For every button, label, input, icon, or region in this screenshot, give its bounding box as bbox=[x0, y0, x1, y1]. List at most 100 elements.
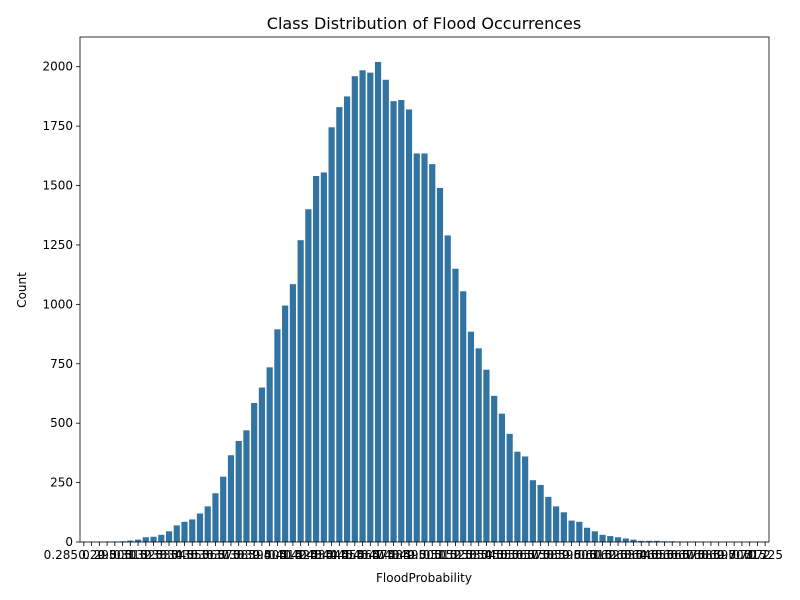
bars-group bbox=[80, 61, 769, 543]
x-tick-label: 0.495 bbox=[392, 548, 426, 562]
x-tick-label: 0.41 bbox=[264, 548, 291, 562]
x-tick-label: 0.445 bbox=[314, 548, 348, 562]
bar-0.57 bbox=[522, 456, 529, 542]
bar-0.315 bbox=[127, 540, 134, 542]
bar-0.455 bbox=[343, 96, 351, 542]
x-axis-label: FloodProbability bbox=[376, 571, 472, 585]
bar-0.555 bbox=[498, 413, 506, 542]
x-tick-label: 0.545 bbox=[469, 548, 503, 562]
x-tick-label: 0.53 bbox=[450, 548, 477, 562]
x-tick-label: 0.435 bbox=[299, 548, 333, 562]
bar-0.38 bbox=[227, 455, 235, 542]
bar-0.385 bbox=[235, 441, 242, 542]
x-tick-label: 0.365 bbox=[191, 548, 225, 562]
x-tick-label: 0.425 bbox=[283, 548, 317, 562]
x-tick-label: 0.485 bbox=[376, 548, 410, 562]
bar-0.61 bbox=[583, 527, 591, 542]
bar-0.65 bbox=[645, 540, 653, 542]
x-tick-label: 0.49 bbox=[388, 548, 415, 562]
y-tick-label: 1000 bbox=[42, 297, 73, 311]
x-tick-label: 0.625 bbox=[593, 548, 627, 562]
bar-0.465 bbox=[359, 70, 366, 543]
bar-0.4 bbox=[258, 387, 266, 542]
bar-0.585 bbox=[545, 496, 552, 542]
x-tick-label: 0.65 bbox=[636, 548, 663, 562]
x-tick-label: 0.6 bbox=[562, 548, 581, 562]
x-tick-label: 0.345 bbox=[160, 548, 194, 562]
x-tick-label: 0.57 bbox=[512, 548, 539, 562]
y-tick-label: 1500 bbox=[42, 179, 73, 193]
x-tick-label: 0.46 bbox=[341, 548, 368, 562]
bar-0.53 bbox=[460, 291, 467, 542]
x-tick-label: 0.59 bbox=[543, 548, 570, 562]
x-tick-label: 0.375 bbox=[206, 548, 240, 562]
x-tick-label: 0.645 bbox=[624, 548, 658, 562]
bar-0.415 bbox=[282, 305, 289, 542]
chart-title: Class Distribution of Flood Occurrences bbox=[267, 14, 581, 33]
x-tick-label: 0.29 bbox=[78, 548, 105, 562]
bar-0.535 bbox=[467, 331, 475, 542]
x-tick-label: 0.395 bbox=[237, 548, 271, 562]
y-tick-label: 750 bbox=[50, 357, 73, 371]
bar-0.355 bbox=[189, 519, 196, 542]
x-tick-label: 0.455 bbox=[330, 548, 364, 562]
x-tick-label: 0.305 bbox=[98, 548, 132, 562]
bar-0.37 bbox=[212, 493, 219, 542]
bar-0.395 bbox=[251, 402, 258, 542]
bar-0.525 bbox=[452, 268, 459, 542]
y-tick-label: 0 bbox=[65, 535, 73, 549]
bar-0.475 bbox=[374, 61, 382, 542]
x-tick-label: 0.69 bbox=[698, 548, 725, 562]
x-tick-label: 0.33 bbox=[140, 548, 167, 562]
x-axis: 0.285 0.290.2950.30.3050.310.3150.320.325… bbox=[44, 542, 783, 562]
bar-0.63 bbox=[614, 537, 622, 542]
x-tick-label: 0.655 bbox=[640, 548, 674, 562]
y-axis-label: Count bbox=[15, 272, 29, 308]
x-tick-label: 0.42 bbox=[280, 548, 307, 562]
x-tick-label: 0.35 bbox=[171, 548, 198, 562]
x-tick-label: 0.525 bbox=[438, 548, 472, 562]
x-tick-label: 0.67 bbox=[667, 548, 694, 562]
x-tick-label: 0.7 bbox=[717, 548, 736, 562]
x-tick-label: 0.675 bbox=[671, 548, 705, 562]
x-tick-label: 0.36 bbox=[187, 548, 214, 562]
x-tick-label: 0.315 bbox=[113, 548, 147, 562]
bar-0.625 bbox=[607, 536, 614, 542]
bar-0.52 bbox=[444, 235, 451, 542]
bar-0.33 bbox=[150, 536, 157, 542]
bar-0.635 bbox=[622, 538, 629, 542]
x-tick-label: 0.505 bbox=[407, 548, 441, 562]
x-tick-label: 0.72 bbox=[744, 548, 771, 562]
x-tick-label: 0.58 bbox=[527, 548, 554, 562]
x-tick-label: 0.385 bbox=[222, 548, 256, 562]
bar-0.49 bbox=[398, 99, 405, 542]
x-tick-label: 0.5 bbox=[407, 548, 426, 562]
bar-0.515 bbox=[436, 187, 444, 542]
x-tick-label: 0.44 bbox=[311, 548, 338, 562]
x-tick-label: 0.515 bbox=[423, 548, 457, 562]
bar-0.62 bbox=[599, 534, 606, 542]
bar-0.54 bbox=[475, 348, 482, 542]
x-tick-label: 0.665 bbox=[655, 548, 689, 562]
x-tick-label: 0.4 bbox=[252, 548, 271, 562]
x-tick-label: 0.465 bbox=[345, 548, 379, 562]
bar-0.325 bbox=[142, 537, 149, 542]
x-tick-label: 0.635 bbox=[609, 548, 643, 562]
x-tick-label: 0.695 bbox=[702, 548, 736, 562]
x-tick-label: 0.71 bbox=[729, 548, 756, 562]
bar-0.435 bbox=[313, 176, 320, 542]
bar-0.59 bbox=[553, 506, 560, 542]
bar-0.39 bbox=[243, 430, 250, 542]
bar-0.575 bbox=[529, 480, 536, 542]
x-tick-label: 0.555 bbox=[485, 548, 519, 562]
bar-0.42 bbox=[289, 284, 296, 542]
x-tick-label: 0.725 bbox=[749, 548, 783, 562]
x-tick-label: 0.66 bbox=[651, 548, 678, 562]
bar-0.36 bbox=[196, 513, 204, 542]
bar-0.45 bbox=[336, 107, 343, 543]
x-tick-label: 0.61 bbox=[574, 548, 601, 562]
bar-0.48 bbox=[382, 79, 389, 542]
x-tick-label: 0.295 bbox=[82, 548, 116, 562]
